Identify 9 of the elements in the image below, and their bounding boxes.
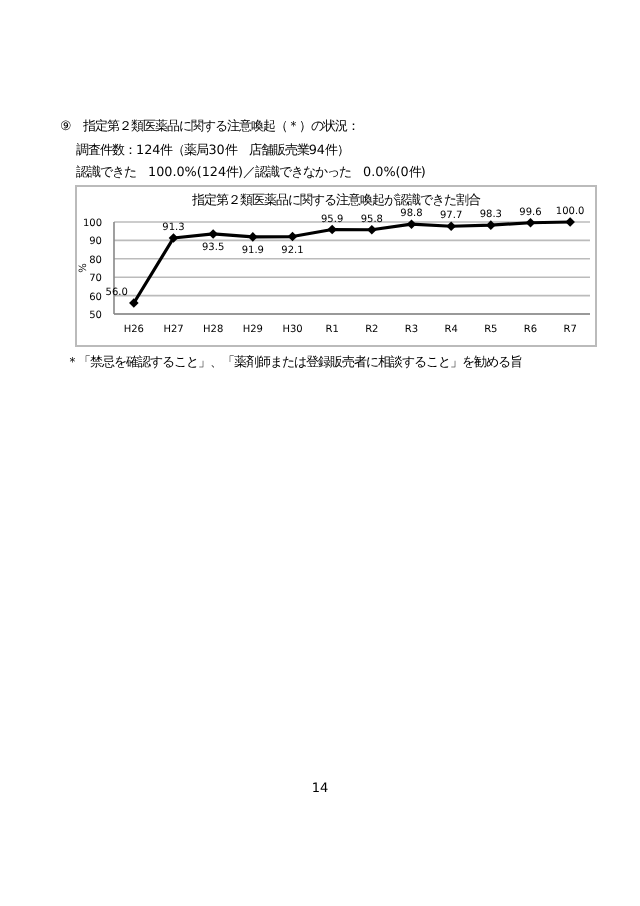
- point: [168, 233, 179, 243]
- point: [129, 298, 139, 308]
- point: [208, 229, 218, 239]
- point: [367, 224, 377, 235]
- point: [327, 224, 337, 235]
- point: [446, 221, 456, 232]
- point: [248, 232, 258, 242]
- point: [525, 217, 536, 228]
- point: [486, 220, 496, 230]
